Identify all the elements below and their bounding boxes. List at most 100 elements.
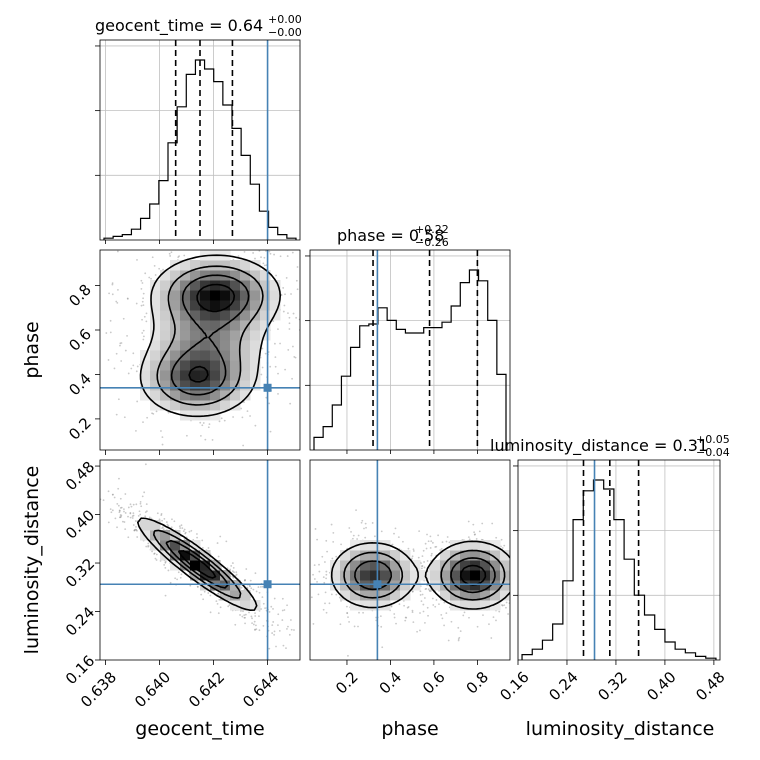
- density-cell: [150, 400, 161, 411]
- sample-point: [426, 560, 429, 562]
- sample-point: [254, 629, 256, 631]
- sample-point: [244, 622, 246, 625]
- sample-point: [136, 365, 139, 368]
- sample-point: [207, 592, 210, 594]
- sample-point: [209, 611, 212, 614]
- sample-point: [422, 603, 425, 606]
- x-tick-label: 0.40: [643, 668, 679, 704]
- sample-point: [429, 535, 432, 538]
- density-cell: [260, 290, 271, 301]
- sample-point: [216, 602, 219, 605]
- density-cell: [370, 570, 381, 581]
- sample-point: [423, 566, 426, 569]
- sample-point: [288, 322, 291, 325]
- sample-point: [273, 597, 276, 600]
- contour-line: [139, 254, 281, 418]
- x-tick-label: 0.24: [545, 668, 581, 704]
- density-cell: [230, 290, 241, 301]
- sample-point: [147, 542, 150, 545]
- density-cell: [150, 310, 161, 321]
- sample-point: [90, 498, 92, 500]
- sample-point: [231, 562, 234, 564]
- sample-point: [246, 586, 249, 589]
- sample-point: [207, 426, 210, 429]
- sample-point: [325, 539, 328, 542]
- density-cell: [190, 560, 201, 571]
- sample-point: [202, 422, 205, 424]
- sample-point: [357, 534, 360, 537]
- density-cell: [160, 390, 171, 401]
- sample-point: [286, 255, 289, 257]
- sample-point: [144, 515, 147, 518]
- density-cell: [190, 330, 201, 341]
- sample-point: [137, 514, 140, 517]
- histogram-phase: [313, 269, 507, 450]
- sample-point: [381, 646, 384, 649]
- sample-point: [120, 514, 123, 517]
- sample-point: [325, 573, 328, 576]
- sample-point: [561, 546, 563, 548]
- sample-point: [260, 256, 262, 259]
- sample-point: [258, 250, 261, 252]
- sample-point: [317, 593, 320, 596]
- sample-point: [443, 624, 445, 627]
- density-cell: [190, 290, 201, 301]
- sample-point: [129, 512, 132, 514]
- sample-point: [304, 318, 306, 320]
- sample-point: [135, 526, 137, 528]
- sample-point: [112, 493, 114, 496]
- sample-point: [380, 625, 383, 628]
- contour-line: [153, 529, 242, 599]
- x-tick-label: 0.644: [239, 668, 282, 711]
- sample-point: [216, 542, 219, 544]
- axes-frame: [309, 459, 511, 661]
- sample-point: [443, 601, 446, 604]
- sample-point: [118, 510, 121, 512]
- sample-point: [151, 550, 153, 553]
- sample-point: [110, 511, 113, 514]
- sample-point: [132, 512, 135, 514]
- sample-point: [115, 300, 118, 303]
- sample-point: [531, 571, 533, 573]
- density-cell: [170, 530, 181, 541]
- sample-point: [429, 590, 432, 592]
- density-panel-geocent_time-phase: [95, 250, 336, 455]
- density-cell: [170, 310, 181, 321]
- sample-point: [117, 487, 120, 490]
- sample-point: [287, 312, 289, 314]
- density-cell: [180, 260, 191, 271]
- sample-point: [524, 546, 526, 548]
- sample-point: [240, 610, 242, 612]
- sample-point: [500, 538, 503, 541]
- sample-point: [424, 542, 427, 545]
- density-cell: [180, 330, 191, 341]
- density-cell: [450, 540, 461, 551]
- sample-point: [288, 316, 291, 319]
- sample-point: [288, 633, 291, 636]
- sample-point: [289, 402, 292, 405]
- sample-point: [441, 541, 444, 544]
- sample-point: [244, 579, 246, 582]
- density-cell: [190, 270, 201, 281]
- density-cell: [230, 300, 241, 311]
- sample-point: [171, 518, 173, 521]
- x-tick-label: 0.16: [496, 668, 532, 704]
- sample-point: [143, 491, 146, 494]
- sample-point: [303, 635, 305, 637]
- sample-point: [254, 615, 257, 617]
- density-cell: [370, 600, 381, 611]
- sample-point: [334, 337, 336, 339]
- sample-point: [105, 332, 108, 334]
- density-cell: [180, 540, 191, 551]
- sample-point: [513, 556, 515, 558]
- sample-point: [421, 555, 424, 558]
- density-cell: [500, 590, 510, 601]
- sample-point: [218, 594, 221, 596]
- sample-point: [196, 533, 198, 535]
- density-cell: [360, 560, 371, 571]
- x-tick-label: 0.640: [131, 668, 174, 711]
- sample-point: [170, 251, 173, 254]
- sample-point: [422, 610, 425, 613]
- sample-point: [243, 250, 246, 253]
- sample-point: [253, 620, 256, 623]
